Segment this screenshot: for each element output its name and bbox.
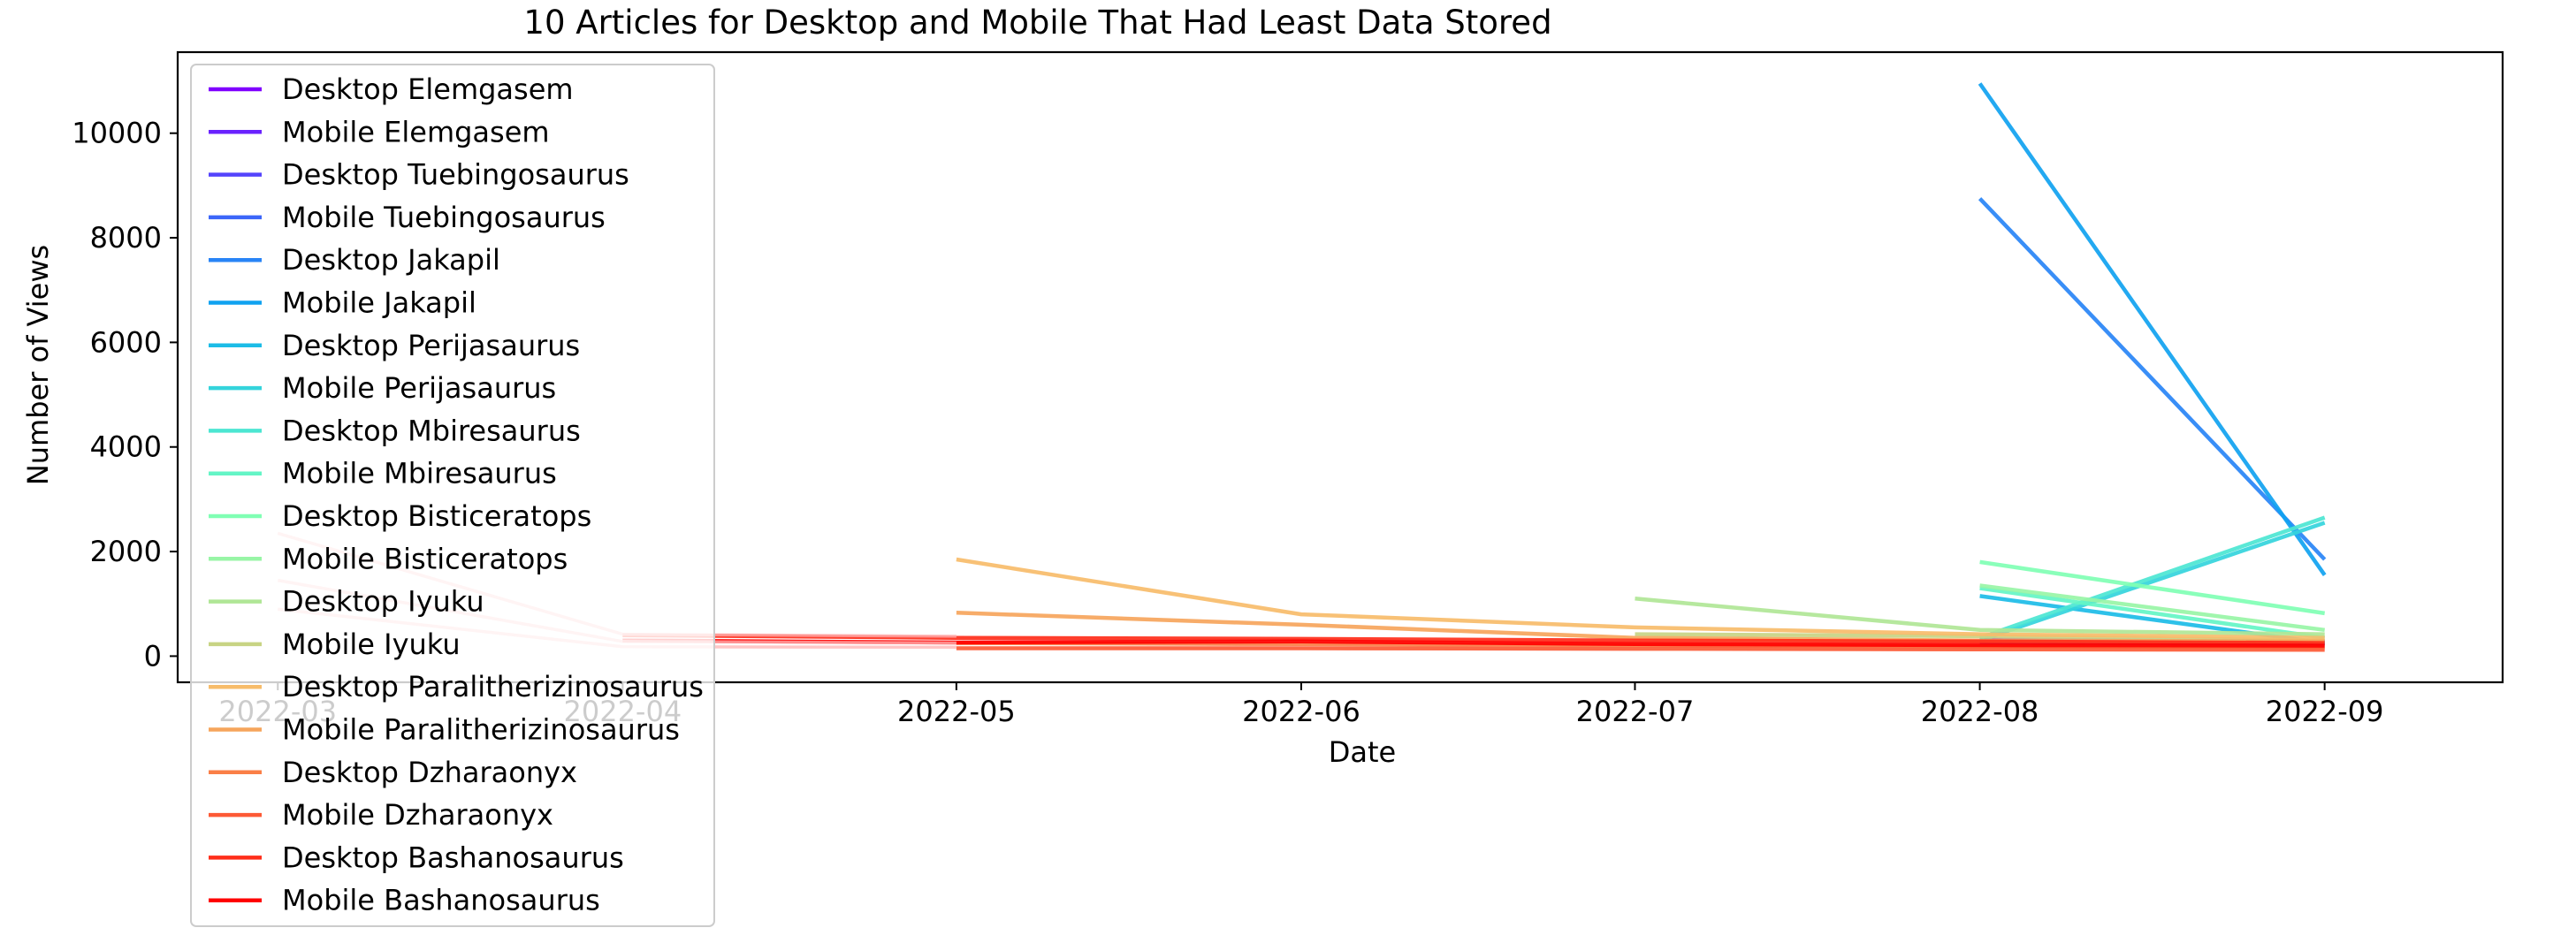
legend-label-7: Mobile Perijasaurus <box>282 371 556 405</box>
legend-label-6: Desktop Perijasaurus <box>282 329 580 362</box>
legend-label-8: Desktop Mbiresaurus <box>282 414 581 447</box>
legend-label-13: Mobile Iyuku <box>282 627 461 661</box>
series-line-14 <box>956 557 2325 640</box>
legend-label-19: Mobile Bashanosaurus <box>282 884 600 917</box>
legend-label-17: Mobile Dzharaonyx <box>282 798 553 832</box>
legend-label-3: Mobile Tuebingosaurus <box>282 201 606 234</box>
legend-label-1: Mobile Elemgasem <box>282 115 550 148</box>
y-axis-label: Number of Views <box>21 245 55 485</box>
series-line-5 <box>1978 82 2327 576</box>
legend-label-18: Desktop Bashanosaurus <box>282 840 624 874</box>
series-line-9 <box>1979 586 2326 640</box>
legend-label-12: Desktop Iyuku <box>282 585 484 619</box>
series-line-11 <box>1979 583 2325 633</box>
y-axis: 0 2000 4000 6000 8000 10000 <box>72 117 178 673</box>
legend: Desktop Elemgasem Mobile Elemgasem Desktop… <box>190 64 715 927</box>
x-tick-label-2: 2022-05 <box>897 695 1016 728</box>
y-tick-label-1: 2000 <box>90 535 162 568</box>
y-tick-label-2: 4000 <box>90 430 162 464</box>
legend-label-14: Desktop Paralitherizinosaurus <box>282 670 704 703</box>
legend-label-10: Desktop Bisticeratops <box>282 499 591 533</box>
x-tick-label-5: 2022-08 <box>1921 695 2039 728</box>
plot-frame <box>176 50 2504 684</box>
plot-area <box>176 50 2504 684</box>
legend-label-9: Mobile Mbiresaurus <box>282 457 557 491</box>
x-axis-label: Date <box>1329 735 1396 769</box>
series-line-17 <box>956 646 2325 652</box>
legend-label-4: Desktop Jakapil <box>282 243 500 277</box>
legend-box <box>190 64 715 927</box>
chart-title: 10 Articles for Desktop and Mobile That … <box>523 4 1551 42</box>
series-line-10 <box>1979 559 2326 616</box>
legend-label-11: Mobile Bisticeratops <box>282 542 568 575</box>
legend-label-16: Desktop Dzharaonyx <box>282 756 577 789</box>
y-tick-label-0: 0 <box>144 639 162 673</box>
legend-label-2: Desktop Tuebingosaurus <box>282 158 629 192</box>
y-tick-label-5: 10000 <box>72 117 162 150</box>
legend-label-5: Mobile Jakapil <box>282 286 476 320</box>
legend-label-0: Desktop Elemgasem <box>282 72 574 106</box>
x-tick-label-3: 2022-06 <box>1242 695 1360 728</box>
series-line-8 <box>1978 515 2326 640</box>
series-line-12 <box>1635 597 2325 636</box>
series-line-4 <box>1978 197 2327 561</box>
x-tick-label-4: 2022-07 <box>1576 695 1695 728</box>
series-line-13 <box>1635 632 2325 643</box>
series-layer <box>277 82 2327 652</box>
series-line-7 <box>1978 521 2326 643</box>
y-tick-label-4: 8000 <box>90 221 162 255</box>
legend-label-15: Mobile Paralitherizinosaurus <box>282 713 680 747</box>
legend-items: Desktop Elemgasem Mobile Elemgasem Desktop… <box>209 72 704 917</box>
y-tick-label-3: 6000 <box>90 325 162 359</box>
x-tick-label-6: 2022-09 <box>2266 695 2384 728</box>
